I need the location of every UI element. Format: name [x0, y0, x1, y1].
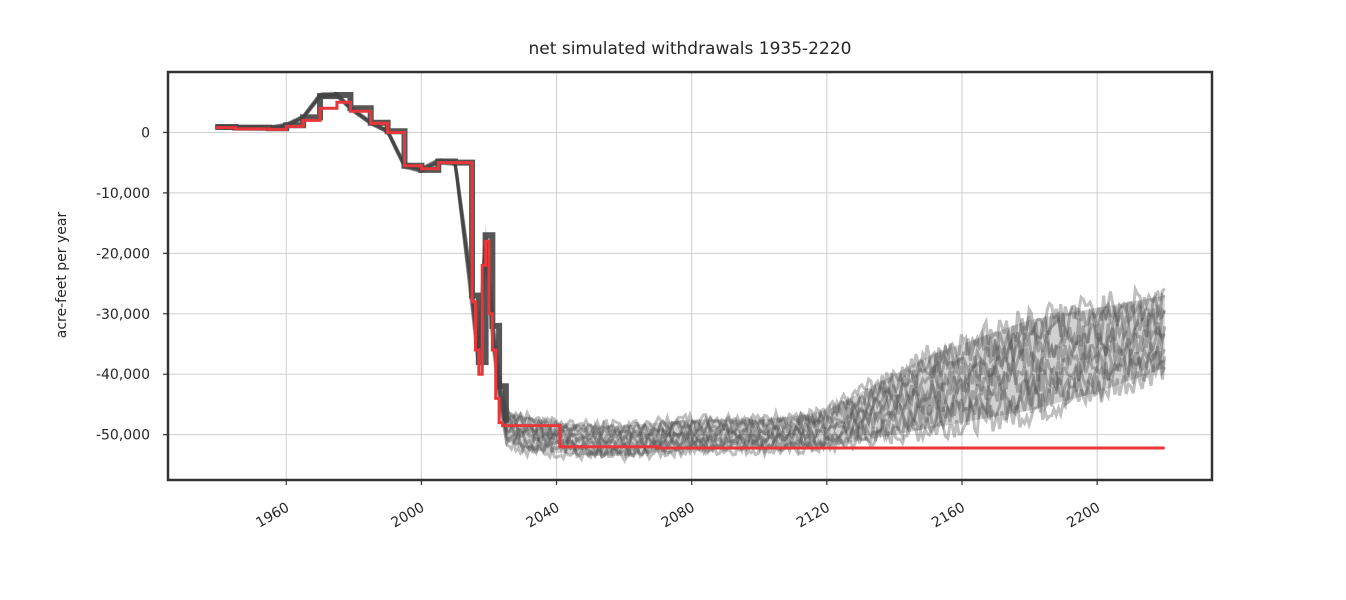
grid	[168, 72, 1212, 480]
x-tick-label: 2040	[524, 500, 563, 532]
y-axis-title: acre-feet per year	[54, 212, 70, 339]
x-tick-label: 2160	[929, 500, 968, 532]
ensemble-spread-band	[215, 93, 1165, 456]
y-tick-label: -40,000	[96, 367, 150, 383]
ensemble-realization-line	[215, 94, 1167, 461]
x-tick-label: 2200	[1064, 500, 1103, 532]
ensemble-band	[215, 91, 1167, 465]
series-line-0	[215, 100, 1165, 450]
tick-labels: 1960 2000 2040 2080 2120 2160 2200 0 -10,000 -20,…	[96, 125, 1103, 531]
chart-title: net simulated withdrawals 1935-2220	[529, 39, 852, 59]
x-tick-label: 2120	[794, 500, 833, 532]
y-tick-label: -30,000	[96, 307, 150, 323]
plot-frame	[166, 70, 1214, 482]
y-tick-label: 0	[141, 125, 150, 141]
ensemble-median-line	[215, 91, 509, 423]
y-tick-label: -20,000	[96, 246, 150, 262]
series-lines	[215, 100, 1165, 450]
y-tick-label: -10,000	[96, 186, 150, 202]
x-tick-label: 1960	[253, 500, 292, 532]
ensemble-realization-line	[215, 93, 1167, 455]
x-tick-label: 2080	[659, 500, 698, 532]
y-tick-label: -50,000	[96, 428, 150, 444]
x-tick-label: 2000	[389, 500, 428, 532]
